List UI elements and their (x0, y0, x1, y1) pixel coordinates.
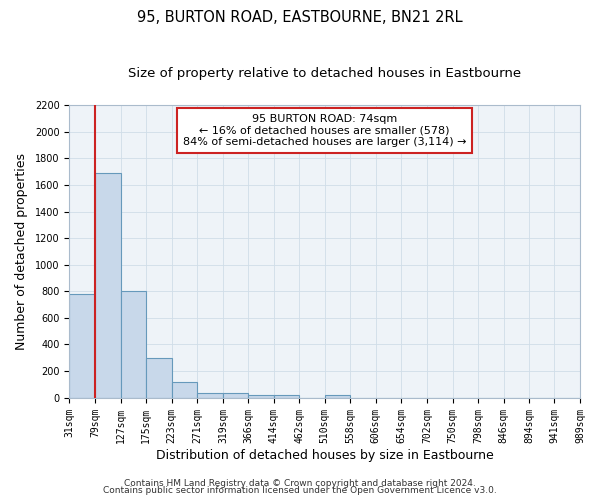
X-axis label: Distribution of detached houses by size in Eastbourne: Distribution of detached houses by size … (156, 450, 494, 462)
Title: Size of property relative to detached houses in Eastbourne: Size of property relative to detached ho… (128, 68, 521, 80)
Bar (197, 393, 223, 398)
Text: 95 BURTON ROAD: 74sqm
← 16% of detached houses are smaller (578)
84% of semi-det: 95 BURTON ROAD: 74sqm ← 16% of detached … (183, 114, 466, 147)
Text: Contains public sector information licensed under the Open Government Licence v3: Contains public sector information licen… (103, 486, 497, 495)
Text: 95, BURTON ROAD, EASTBOURNE, BN21 2RL: 95, BURTON ROAD, EASTBOURNE, BN21 2RL (137, 10, 463, 25)
Bar (248, 395, 274, 398)
Y-axis label: Number of detached properties: Number of detached properties (15, 153, 28, 350)
Bar (95, 173, 121, 398)
Text: Contains HM Land Registry data © Crown copyright and database right 2024.: Contains HM Land Registry data © Crown c… (124, 478, 476, 488)
Bar (274, 395, 299, 398)
Bar (70, 294, 95, 398)
Bar (172, 382, 197, 398)
Bar (121, 292, 146, 398)
Bar (325, 395, 350, 398)
Bar (223, 393, 248, 398)
Bar (146, 358, 172, 398)
